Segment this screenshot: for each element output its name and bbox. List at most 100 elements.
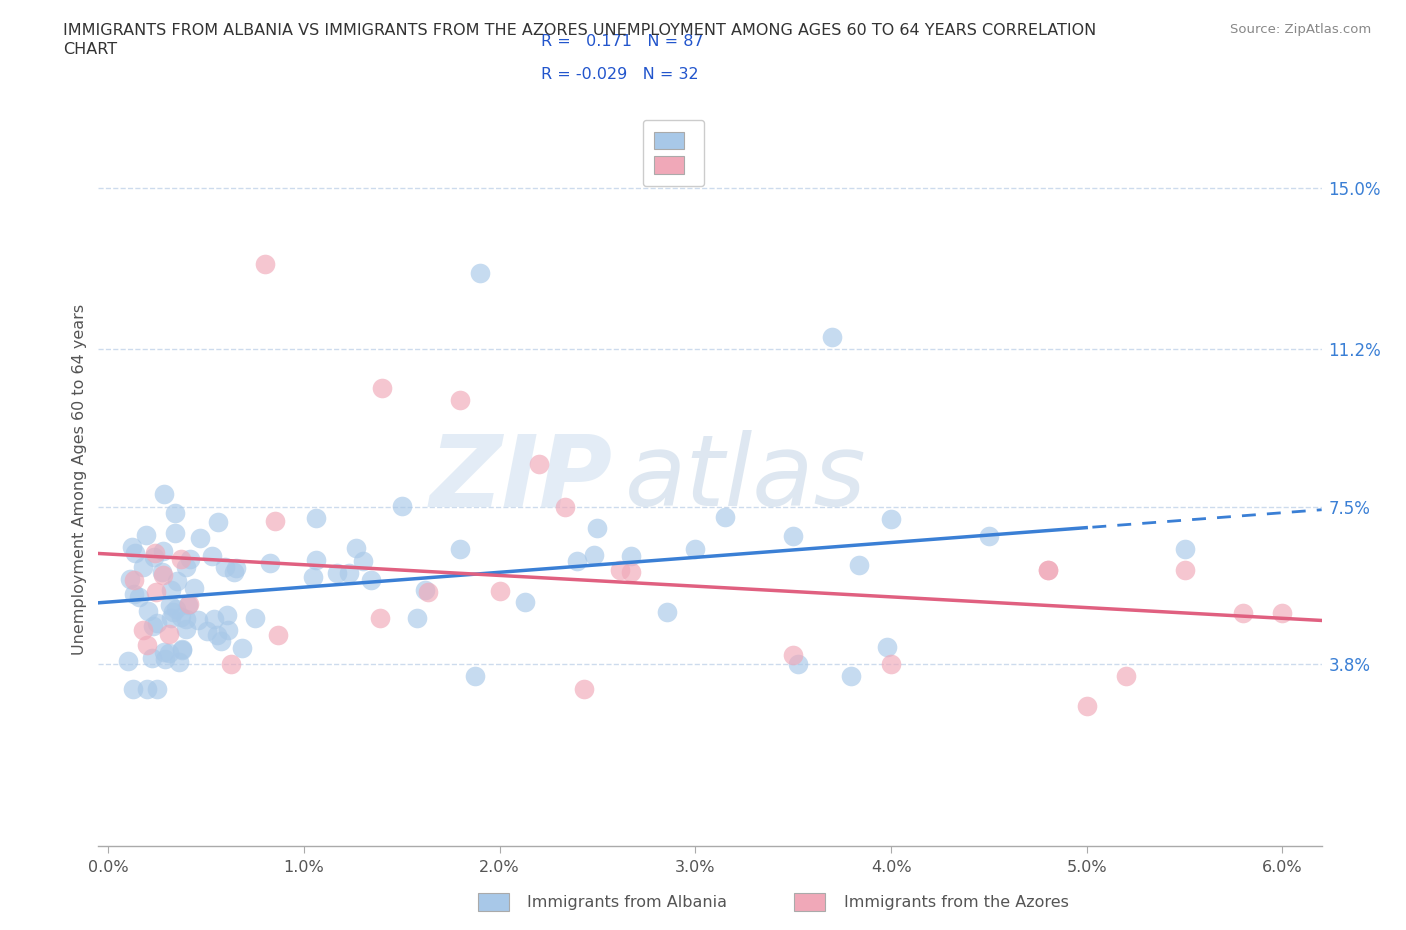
Point (413, 583, 436, 598)
Point (142, 618, 165, 633)
Point (1036, 563, 1059, 578)
Point (326, 566, 349, 581)
Point (264, 513, 287, 528)
Point (267, 627, 290, 642)
Point (450, 541, 472, 556)
Point (1076, 698, 1098, 713)
Point (574, 682, 596, 697)
Point (167, 655, 190, 670)
Text: R =   0.171   N = 87: R = 0.171 N = 87 (541, 34, 704, 49)
Point (782, 648, 804, 663)
Text: IMMIGRANTS FROM ALBANIA VS IMMIGRANTS FROM THE AZORES UNEMPLOYMENT AMONG AGES 60: IMMIGRANTS FROM ALBANIA VS IMMIGRANTS FR… (63, 23, 1097, 38)
Point (405, 611, 427, 626)
Point (583, 548, 606, 563)
Point (135, 527, 157, 542)
Point (977, 529, 1000, 544)
Point (245, 610, 267, 625)
Point (135, 638, 157, 653)
Point (620, 565, 643, 579)
Text: Source: ZipAtlas.com: Source: ZipAtlas.com (1230, 23, 1371, 36)
Y-axis label: Unemployment Among Ages 60 to 64 years: Unemployment Among Ages 60 to 64 years (72, 303, 87, 655)
Point (159, 582, 181, 597)
Point (1271, 605, 1294, 620)
Text: ZIP: ZIP (429, 431, 612, 527)
Point (152, 568, 174, 583)
Point (153, 644, 176, 659)
Point (163, 506, 186, 521)
Point (259, 555, 281, 570)
Point (152, 543, 174, 558)
Point (160, 610, 183, 625)
Point (118, 571, 141, 586)
Point (166, 574, 188, 589)
Point (685, 541, 707, 556)
Point (177, 597, 200, 612)
Point (141, 650, 163, 665)
Point (217, 607, 239, 622)
Point (714, 510, 737, 525)
Point (124, 546, 146, 561)
Point (418, 585, 440, 600)
Point (179, 551, 201, 566)
Point (174, 611, 197, 626)
Point (183, 581, 205, 596)
Point (195, 624, 218, 639)
Text: R = -0.029   N = 32: R = -0.029 N = 32 (541, 67, 699, 82)
Point (128, 590, 150, 604)
Point (253, 257, 276, 272)
Point (787, 657, 810, 671)
Text: Immigrants from Albania: Immigrants from Albania (527, 895, 727, 910)
Point (876, 640, 898, 655)
Point (187, 613, 209, 628)
Point (586, 521, 609, 536)
Point (848, 558, 870, 573)
Point (360, 573, 382, 588)
Point (344, 540, 367, 555)
Point (305, 552, 328, 567)
Point (122, 586, 145, 601)
Point (136, 604, 159, 618)
Point (371, 380, 394, 395)
Point (782, 529, 804, 544)
Point (174, 621, 197, 636)
Point (145, 616, 167, 631)
Point (157, 627, 180, 642)
Point (165, 602, 187, 617)
Point (159, 597, 181, 612)
Point (207, 515, 229, 530)
Point (1115, 669, 1137, 684)
Point (527, 457, 550, 472)
Point (821, 329, 844, 344)
Point (880, 657, 903, 671)
Point (146, 682, 169, 697)
Point (170, 643, 193, 658)
Point (302, 570, 325, 585)
Point (1174, 563, 1197, 578)
Point (217, 623, 239, 638)
Point (513, 594, 536, 609)
Point (205, 628, 228, 643)
Point (488, 584, 510, 599)
Point (352, 553, 374, 568)
Point (121, 540, 143, 555)
Point (1232, 605, 1254, 620)
Point (170, 552, 193, 567)
Point (655, 604, 678, 619)
Legend: , : , (643, 120, 704, 186)
Point (225, 561, 247, 576)
Point (209, 634, 232, 649)
Point (122, 682, 145, 697)
Point (554, 499, 576, 514)
Point (468, 266, 491, 281)
Point (163, 525, 186, 540)
Point (179, 596, 201, 611)
Point (202, 612, 225, 627)
Point (143, 550, 166, 565)
Point (391, 498, 413, 513)
Point (169, 610, 191, 625)
Point (159, 646, 181, 661)
Point (143, 545, 166, 560)
Point (155, 651, 177, 666)
Point (609, 563, 631, 578)
Point (132, 560, 155, 575)
